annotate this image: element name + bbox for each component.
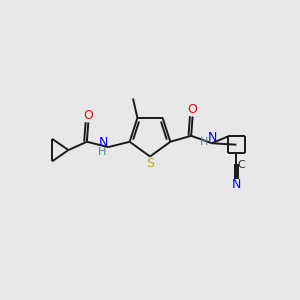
Text: N: N [98,136,108,148]
Text: H: H [98,148,106,158]
Text: N: N [232,178,241,191]
Text: O: O [188,103,198,116]
Text: H: H [200,137,208,147]
Text: N: N [207,131,217,144]
Text: S: S [146,157,154,169]
Text: C: C [238,160,246,170]
Text: O: O [83,110,93,122]
